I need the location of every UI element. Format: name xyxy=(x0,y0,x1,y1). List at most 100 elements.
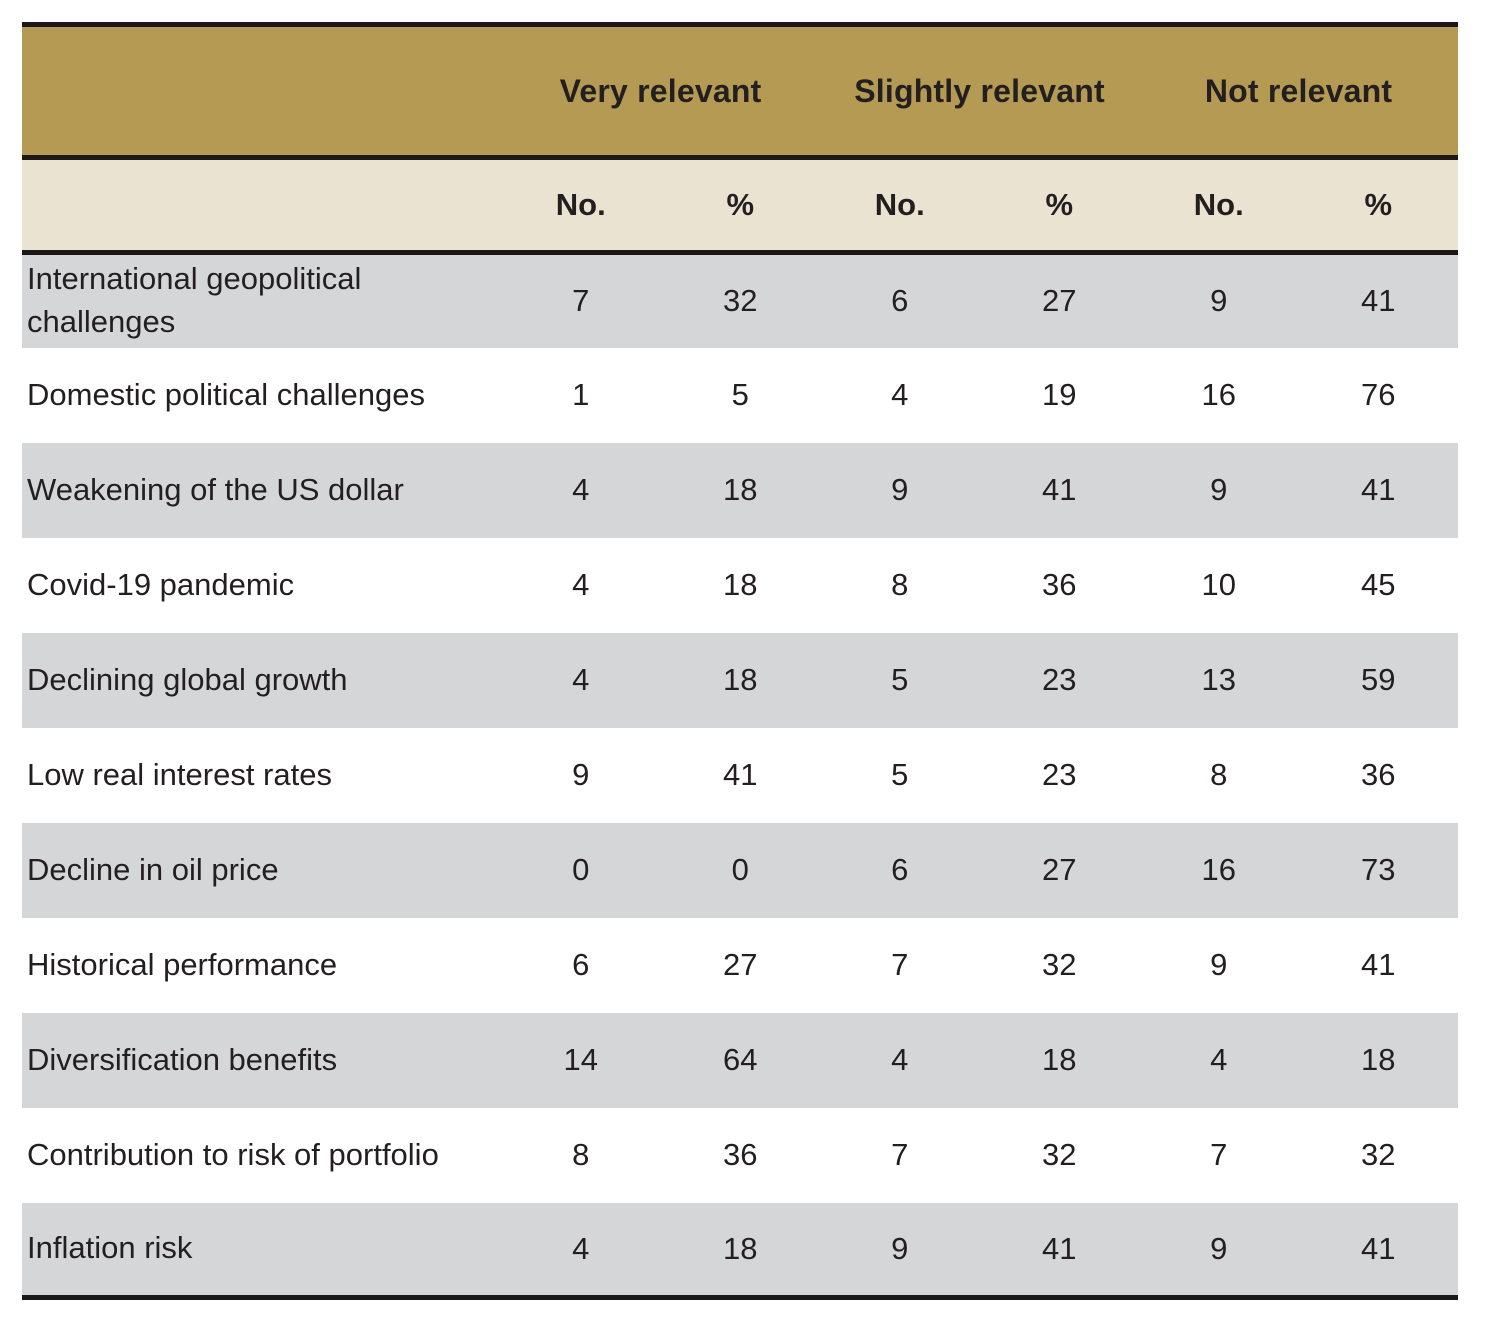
row-label: Low real interest rates xyxy=(27,756,332,792)
cell-value: 9 xyxy=(891,472,909,507)
group-header-row: Very relevant Slightly relevant Not rele… xyxy=(22,24,1459,158)
cell-value: 9 xyxy=(1210,472,1228,507)
cell-value: 18 xyxy=(723,567,758,602)
cell-value: 4 xyxy=(891,377,909,412)
cell-value: 16 xyxy=(1201,377,1236,412)
relevance-table: Very relevant Slightly relevant Not rele… xyxy=(22,22,1459,1300)
cell-value: 41 xyxy=(1361,283,1396,319)
subheader-no: No. xyxy=(820,157,980,253)
cell-value: 41 xyxy=(1361,472,1396,507)
row-label: Inflation risk xyxy=(27,1230,193,1266)
table-row: Low real interest rates 9 41 5 23 8 36 xyxy=(22,727,1459,823)
cell-value: 32 xyxy=(1042,1137,1077,1172)
cell-value: 41 xyxy=(723,757,758,792)
cell-value: 6 xyxy=(891,283,909,319)
group-header-not-relevant: Not relevant xyxy=(1139,24,1459,158)
table-row: Weakening of the US dollar 4 18 9 41 9 4… xyxy=(22,442,1459,538)
cell-value: 36 xyxy=(1042,567,1077,602)
cell-value: 18 xyxy=(1361,1042,1396,1077)
cell-value: 59 xyxy=(1361,662,1396,697)
cell-value: 4 xyxy=(572,472,590,507)
table-row: Decline in oil price 0 0 6 27 16 73 xyxy=(22,822,1459,918)
cell-value: 8 xyxy=(1210,757,1228,792)
row-label: International geopolitical challenges xyxy=(27,261,362,340)
cell-value: 10 xyxy=(1201,567,1236,602)
cell-value: 36 xyxy=(1361,757,1396,792)
subheader-no: No. xyxy=(1139,157,1299,253)
table-row: Inflation risk 4 18 9 41 9 41 xyxy=(22,1202,1459,1298)
cell-value: 0 xyxy=(572,852,590,887)
cell-value: 18 xyxy=(723,662,758,697)
subheader-no: No. xyxy=(501,157,661,253)
corner-cell xyxy=(22,24,501,158)
cell-value: 18 xyxy=(1042,1042,1077,1077)
cell-value: 19 xyxy=(1042,377,1077,412)
cell-value: 9 xyxy=(572,757,590,792)
sub-header-row: No. % No. % No. % xyxy=(22,157,1459,253)
cell-value: 7 xyxy=(891,947,909,982)
cell-value: 36 xyxy=(723,1137,758,1172)
cell-value: 8 xyxy=(572,1137,590,1172)
table-row: Diversification benefits 14 64 4 18 4 18 xyxy=(22,1012,1459,1108)
cell-value: 9 xyxy=(1210,283,1228,319)
cell-value: 18 xyxy=(723,472,758,507)
row-label: Domestic political challenges xyxy=(27,376,426,412)
cell-value: 8 xyxy=(891,567,909,602)
cell-value: 32 xyxy=(723,283,758,319)
group-header-slightly-relevant: Slightly relevant xyxy=(820,24,1140,158)
cell-value: 6 xyxy=(891,852,909,887)
cell-value: 4 xyxy=(572,1230,590,1266)
cell-value: 16 xyxy=(1201,852,1236,887)
table-row: Declining global growth 4 18 5 23 13 59 xyxy=(22,632,1459,728)
row-label: Covid-19 pandemic xyxy=(27,566,295,602)
table-row: Covid-19 pandemic 4 18 8 36 10 45 xyxy=(22,537,1459,633)
row-label: Historical performance xyxy=(27,946,338,982)
row-label: Decline in oil price xyxy=(27,851,279,887)
group-header-very-relevant: Very relevant xyxy=(501,24,821,158)
cell-value: 27 xyxy=(1042,283,1077,319)
subheader-pct: % xyxy=(660,157,821,253)
cell-value: 4 xyxy=(891,1042,909,1077)
cell-value: 32 xyxy=(1361,1137,1396,1172)
cell-value: 27 xyxy=(723,947,758,982)
cell-value: 9 xyxy=(1210,947,1228,982)
cell-value: 73 xyxy=(1361,852,1396,887)
table-row: International geopolitical challenges 7 … xyxy=(22,252,1459,348)
relevance-table-container: Very relevant Slightly relevant Not rele… xyxy=(22,22,1459,1300)
subheader-pct: % xyxy=(1298,157,1459,253)
table-row: Historical performance 6 27 7 32 9 41 xyxy=(22,917,1459,1013)
cell-value: 45 xyxy=(1361,567,1396,602)
cell-value: 7 xyxy=(572,283,590,319)
cell-value: 27 xyxy=(1042,852,1077,887)
cell-value: 41 xyxy=(1042,1230,1077,1266)
cell-value: 64 xyxy=(723,1042,758,1077)
row-label: Weakening of the US dollar xyxy=(27,471,404,507)
corner-cell xyxy=(22,157,501,253)
cell-value: 5 xyxy=(731,377,749,412)
cell-value: 14 xyxy=(563,1042,598,1077)
cell-value: 23 xyxy=(1042,662,1077,697)
cell-value: 9 xyxy=(891,1230,909,1266)
cell-value: 6 xyxy=(572,947,590,982)
row-label: Declining global growth xyxy=(27,661,348,697)
row-label: Contribution to risk of portfolio xyxy=(27,1136,439,1172)
cell-value: 5 xyxy=(891,757,909,792)
cell-value: 32 xyxy=(1042,947,1077,982)
subheader-pct: % xyxy=(979,157,1140,253)
cell-value: 76 xyxy=(1361,377,1396,412)
cell-value: 7 xyxy=(1210,1137,1228,1172)
table-row: Domestic political challenges 1 5 4 19 1… xyxy=(22,347,1459,443)
cell-value: 9 xyxy=(1210,1230,1228,1266)
cell-value: 7 xyxy=(891,1137,909,1172)
cell-value: 41 xyxy=(1042,472,1077,507)
cell-value: 13 xyxy=(1201,662,1236,697)
table-row: Contribution to risk of portfolio 8 36 7… xyxy=(22,1107,1459,1203)
cell-value: 4 xyxy=(572,567,590,602)
cell-value: 4 xyxy=(572,662,590,697)
cell-value: 41 xyxy=(1361,947,1396,982)
cell-value: 0 xyxy=(731,852,749,887)
cell-value: 5 xyxy=(891,662,909,697)
cell-value: 41 xyxy=(1361,1230,1396,1266)
cell-value: 1 xyxy=(572,377,590,412)
cell-value: 4 xyxy=(1210,1042,1228,1077)
